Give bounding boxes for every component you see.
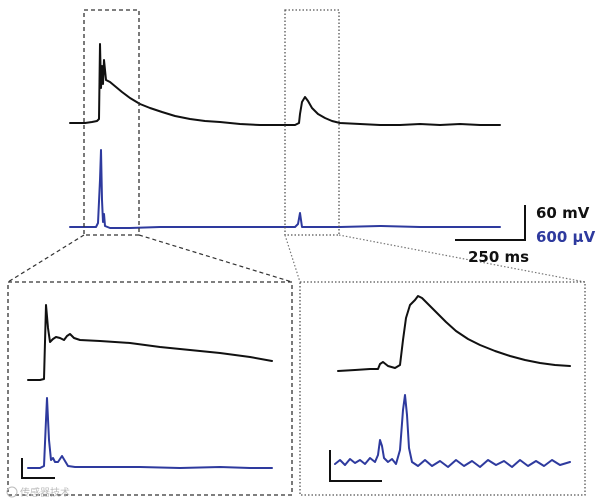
time-scale-label: 250 ms [468, 248, 529, 266]
watermark-icon [6, 486, 18, 498]
watermark: 传感器技术 [6, 486, 70, 499]
overview-current-trace [69, 149, 501, 229]
zoom-right-voltage-trace [337, 295, 571, 372]
overview-panel [69, 43, 501, 229]
zoom-panel-left [7, 281, 293, 496]
overview-voltage-trace [69, 43, 501, 126]
zoom-right-scale-bar [329, 450, 382, 482]
zoom-panel-right-frame [299, 281, 586, 496]
zoom-panel-left-frame [7, 281, 293, 496]
watermark-text: 传感器技术 [20, 486, 70, 499]
zoom-left-voltage-trace [27, 304, 273, 381]
zoom-right-current-trace [334, 394, 571, 468]
selection-box-second-spike [284, 9, 340, 236]
current-scale-label: 600 μV [536, 228, 596, 246]
zoom-left-scale-bar [21, 458, 55, 479]
zoom-left-current-trace [27, 397, 273, 469]
scale-bar [455, 205, 526, 241]
voltage-scale-label: 60 mV [536, 204, 590, 222]
connector-left-a [7, 234, 85, 283]
zoom-panel-right [299, 281, 586, 496]
connector-right-a [284, 234, 301, 283]
connector-left-b [138, 234, 293, 283]
scale-bar-group: 60 mV 600 μV 250 ms [455, 204, 596, 266]
